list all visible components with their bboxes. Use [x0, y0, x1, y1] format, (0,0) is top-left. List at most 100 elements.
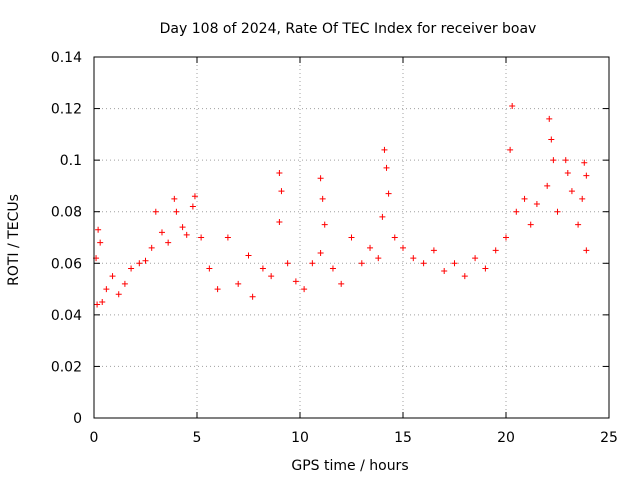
data-point: [441, 268, 448, 275]
data-point: [348, 234, 355, 241]
x-tick-label: 25: [600, 430, 618, 446]
data-point: [492, 247, 499, 254]
data-point: [391, 234, 398, 241]
data-point: [235, 280, 242, 287]
data-point: [482, 265, 489, 272]
data-point: [385, 190, 392, 197]
data-point: [430, 247, 437, 254]
data-point: [136, 260, 143, 267]
x-tick-label: 10: [291, 430, 309, 446]
y-tick-label: 0.12: [51, 102, 82, 118]
chart-title: Day 108 of 2024, Rate Of TEC Index for r…: [160, 21, 537, 37]
data-point: [173, 208, 180, 215]
data-point: [527, 221, 534, 228]
data-point: [214, 286, 221, 293]
data-point: [383, 164, 390, 171]
data-point: [564, 170, 571, 177]
data-point: [278, 188, 285, 195]
x-tick-label: 0: [90, 430, 99, 446]
data-point: [554, 208, 561, 215]
data-point: [152, 208, 159, 215]
data-point: [99, 298, 106, 305]
data-point: [509, 102, 516, 109]
data-point: [583, 247, 590, 254]
data-point: [568, 188, 575, 195]
data-point: [544, 182, 551, 189]
y-tick-label: 0: [73, 411, 82, 427]
data-point: [321, 221, 328, 228]
data-point: [420, 260, 427, 267]
data-point: [521, 195, 528, 202]
data-point: [276, 170, 283, 177]
data-point: [581, 159, 588, 166]
y-tick-label: 0.14: [51, 50, 82, 66]
data-point: [461, 273, 468, 280]
data-point: [148, 244, 155, 251]
y-tick-label: 0.08: [51, 205, 82, 221]
data-point: [158, 229, 165, 236]
data-point: [292, 278, 299, 285]
data-point: [179, 224, 186, 231]
plot-frame: [93, 56, 610, 419]
y-tick-label: 0.06: [51, 256, 82, 272]
data-point: [115, 291, 122, 298]
data-point: [507, 146, 514, 153]
data-point: [358, 260, 365, 267]
data-point: [198, 234, 205, 241]
data-point: [109, 273, 116, 280]
data-point: [142, 257, 149, 264]
data-point: [128, 265, 135, 272]
data-point: [562, 157, 569, 164]
data-point: [546, 115, 553, 122]
data-point: [503, 234, 509, 241]
y-tick-label: 0.02: [51, 359, 82, 375]
data-point: [171, 195, 178, 202]
data-point: [381, 146, 388, 153]
data-point: [317, 175, 324, 182]
x-tick-label: 5: [193, 430, 202, 446]
axis-ticks: 0 0.02 0.04 0.06 0.08 0.1 0.12 0.14 0 5 10 15 20 25: [51, 50, 618, 446]
data-point: [191, 193, 198, 200]
data-points: [93, 102, 590, 308]
data-point: [103, 286, 110, 293]
data-point: [379, 213, 386, 220]
x-tick-label: 20: [497, 430, 515, 446]
data-point: [472, 255, 479, 262]
y-tick-label: 0.04: [51, 308, 82, 324]
y-tick-label: 0.1: [60, 153, 82, 169]
data-point: [451, 260, 458, 267]
data-point: [165, 239, 172, 246]
data-point: [410, 255, 417, 262]
x-axis-label: GPS time / hours: [291, 458, 408, 474]
y-axis-label: ROTI / TECUs: [6, 194, 22, 286]
data-point: [367, 244, 374, 251]
data-point: [583, 172, 590, 179]
data-point: [579, 195, 586, 202]
data-point: [183, 231, 190, 238]
data-point: [513, 208, 520, 215]
data-point: [375, 255, 382, 262]
data-point: [329, 265, 336, 272]
data-point: [550, 157, 557, 164]
data-point: [245, 252, 252, 259]
data-point: [338, 280, 345, 287]
data-point: [121, 280, 128, 287]
data-point: [575, 221, 582, 228]
data-point: [97, 239, 104, 246]
data-point: [268, 273, 275, 280]
x-tick-label: 15: [394, 430, 412, 446]
data-point: [301, 286, 308, 293]
data-point: [249, 293, 256, 300]
data-point: [400, 244, 406, 251]
data-point: [224, 234, 231, 241]
data-point: [533, 200, 540, 207]
data-point: [206, 265, 213, 272]
data-point: [95, 226, 102, 233]
data-point: [259, 265, 266, 272]
data-point: [548, 136, 555, 143]
data-point: [317, 249, 324, 256]
data-point: [284, 260, 291, 267]
data-point: [309, 260, 316, 267]
data-point: [189, 203, 196, 210]
